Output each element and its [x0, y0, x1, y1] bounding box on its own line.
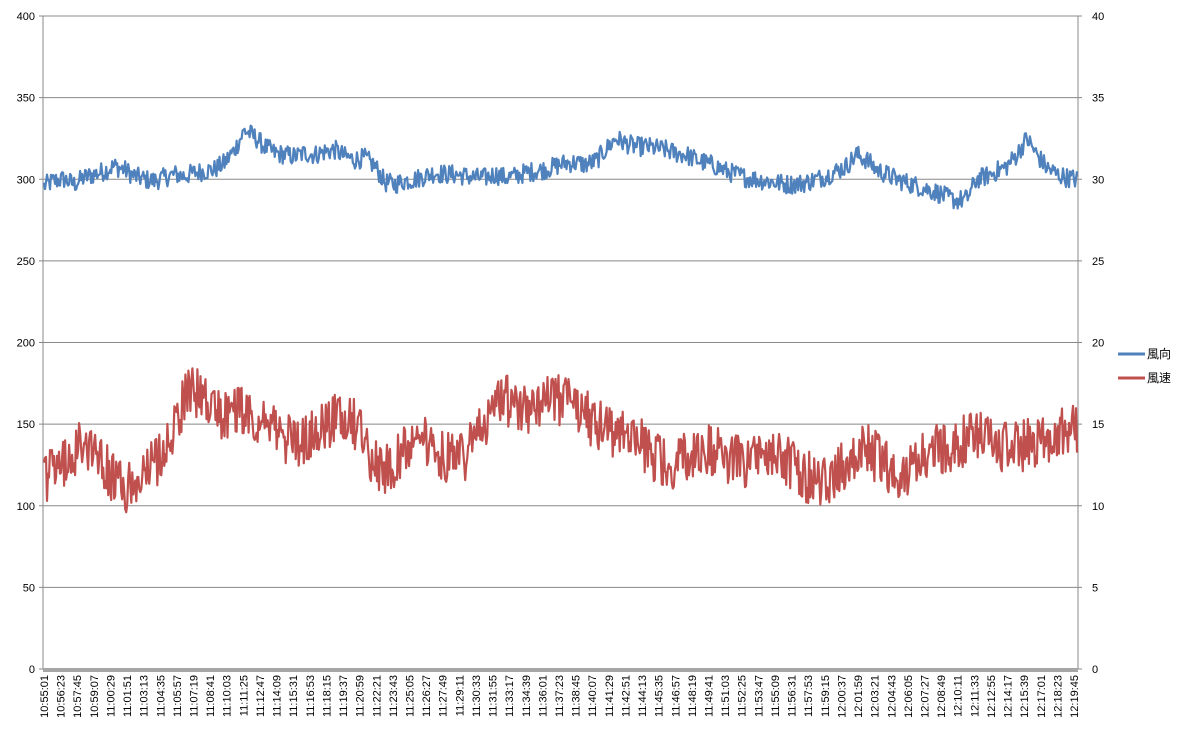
- x-tick-label: 11:48:19: [687, 675, 699, 717]
- x-tick-label: 11:08:41: [205, 675, 217, 717]
- x-tick-label: 11:05:57: [172, 675, 184, 717]
- x-tick-label: 11:11:25: [238, 675, 250, 716]
- x-tick-label: 11:30:33: [471, 675, 483, 717]
- x-tick-label: 11:49:41: [704, 675, 716, 717]
- series-line: [42, 367, 1079, 514]
- x-tick-label: 11:18:15: [321, 675, 333, 717]
- right-tick-label: 15: [1092, 419, 1104, 431]
- x-tick-label: 11:16:53: [305, 675, 317, 717]
- x-tick-label: 11:55:09: [770, 675, 782, 717]
- x-tick-label: 11:52:25: [737, 675, 749, 717]
- left-y-axis-ticks: 0 50 100 150 200 250 300 350 400: [17, 11, 43, 676]
- series-layer: [42, 124, 1079, 514]
- right-tick-label: 25: [1092, 256, 1104, 268]
- x-tick-label: 11:03:13: [139, 675, 151, 717]
- x-tick-label: 11:15:31: [288, 675, 300, 717]
- x-tick-label: 11:00:29: [105, 675, 117, 717]
- x-tick-label: 11:53:47: [753, 675, 765, 717]
- x-tick-label: 11:51:03: [720, 675, 732, 717]
- x-tick-label: 11:56:31: [787, 675, 799, 717]
- x-tick-label: 12:01:59: [853, 675, 865, 718]
- x-tick-label: 12:00:37: [836, 675, 848, 718]
- x-tick-label: 11:10:03: [222, 675, 234, 717]
- right-tick-label: 30: [1092, 174, 1104, 186]
- x-tick-label: 10:55:01: [39, 675, 51, 718]
- right-tick-label: 10: [1092, 501, 1104, 513]
- x-tick-label: 11:37:23: [554, 675, 566, 717]
- x-tick-label: 11:04:35: [155, 675, 167, 717]
- x-tick-label: 11:14:09: [272, 675, 284, 717]
- x-tick-label: 12:12:55: [986, 675, 998, 718]
- x-tick-label: 11:22:21: [371, 675, 383, 717]
- x-tick-label: 10:57:45: [72, 675, 84, 718]
- x-tick-label: 12:18:23: [1052, 675, 1064, 718]
- x-tick-label: 12:17:01: [1036, 675, 1048, 718]
- left-tick-label: 250: [17, 256, 35, 268]
- x-tick-label: 11:38:45: [571, 675, 583, 717]
- x-tick-label: 11:26:27: [421, 675, 433, 717]
- legend-label: 風速: [1147, 371, 1171, 385]
- x-tick-label: 11:59:15: [820, 675, 832, 717]
- right-tick-label: 40: [1092, 11, 1104, 23]
- x-tick-label: 10:59:07: [89, 675, 101, 718]
- x-tick-label: 11:40:07: [587, 675, 599, 717]
- x-tick-label: 11:07:19: [189, 675, 201, 717]
- x-tick-label: 11:57:53: [803, 675, 815, 717]
- right-y-axis-ticks: 0 5 10 15 20 25 30 35 40: [1078, 11, 1104, 676]
- x-tick-label: 11:29:11: [454, 675, 466, 716]
- x-tick-label: 11:46:57: [670, 675, 682, 717]
- left-tick-label: 400: [17, 11, 35, 23]
- x-tick-label: 11:23:43: [388, 675, 400, 717]
- right-tick-label: 20: [1092, 338, 1104, 350]
- x-tick-label: 12:03:21: [870, 675, 882, 718]
- x-tick-label: 11:25:05: [404, 675, 416, 717]
- x-tick-label: 11:34:39: [521, 675, 533, 717]
- x-tick-label: 11:20:59: [355, 675, 367, 717]
- x-tick-label: 11:01:51: [122, 675, 134, 717]
- x-tick-label: 12:06:05: [903, 675, 915, 718]
- x-tick-label: 11:12:47: [255, 675, 267, 717]
- series-line: [42, 124, 1079, 210]
- x-axis-ticks: 10:55:01 10:56:23 10:57:45 10:59:07 11:00:29…: [39, 675, 1081, 718]
- right-tick-label: 5: [1092, 582, 1098, 594]
- right-tick-label: 0: [1092, 664, 1098, 676]
- left-tick-label: 0: [29, 664, 35, 676]
- left-tick-label: 350: [17, 93, 35, 105]
- x-tick-label: 12:14:17: [1003, 675, 1015, 718]
- left-tick-label: 150: [17, 419, 35, 431]
- x-tick-label: 11:33:17: [504, 675, 516, 717]
- x-tick-label: 11:41:29: [604, 675, 616, 717]
- x-tick-label: 12:08:49: [936, 675, 948, 718]
- x-tick-label: 11:27:49: [438, 675, 450, 717]
- left-tick-label: 50: [23, 582, 35, 594]
- x-tick-label: 12:19:45: [1069, 675, 1081, 718]
- x-tick-label: 11:42:51: [620, 675, 632, 717]
- x-tick-label: 11:45:35: [654, 675, 666, 717]
- x-tick-label: 12:04:43: [886, 675, 898, 718]
- x-tick-label: 10:56:23: [56, 675, 68, 718]
- x-tick-label: 11:31:55: [488, 675, 500, 717]
- legend-label: 風向: [1147, 346, 1171, 361]
- x-tick-label: 12:07:27: [919, 675, 931, 718]
- left-tick-label: 200: [17, 338, 35, 350]
- x-tick-label: 12:10:11: [953, 675, 965, 717]
- right-tick-label: 35: [1092, 93, 1104, 105]
- x-axis-line: [43, 668, 1078, 672]
- x-tick-label: 12:11:33: [969, 675, 981, 717]
- x-tick-label: 11:19:37: [338, 675, 350, 717]
- x-tick-label: 11:36:01: [537, 675, 549, 717]
- left-tick-label: 300: [17, 174, 35, 186]
- x-tick-label: 12:15:39: [1019, 675, 1031, 718]
- left-tick-label: 100: [17, 501, 35, 513]
- x-tick-label: 11:44:13: [637, 675, 649, 717]
